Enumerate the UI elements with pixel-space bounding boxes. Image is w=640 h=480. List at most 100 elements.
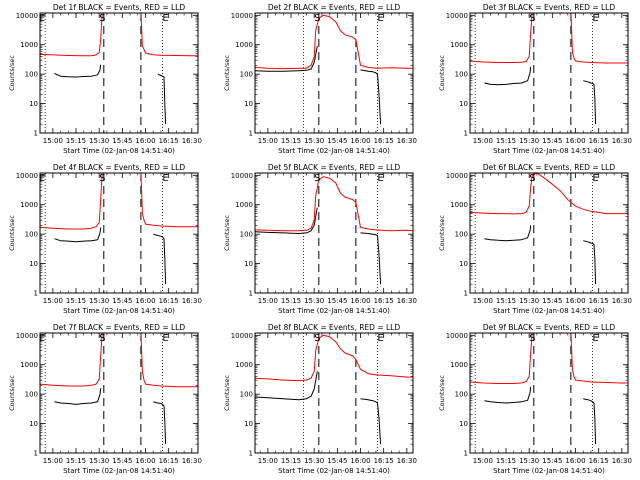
y-tick-label: 10000 — [231, 332, 253, 340]
y-tick-label: 1000 — [450, 41, 468, 49]
x-tick-label: 16:15 — [159, 297, 179, 305]
lld-series-line — [140, 13, 198, 57]
event-marker-label: S — [99, 13, 105, 24]
x-tick-label: 15:00 — [43, 457, 63, 465]
x-tick-label: 15:45 — [112, 457, 132, 465]
x-axis-label: Start Time (02-Jan-08 14:51:40) — [493, 467, 605, 475]
lld-series-line — [470, 173, 628, 215]
events-series-line — [360, 398, 382, 445]
x-tick-label: 16:00 — [565, 457, 585, 465]
y-axis-label: Counts/sec — [8, 215, 16, 251]
events-series-line — [153, 233, 167, 285]
panel-title: Det 5f BLACK = Events, RED = LLD — [268, 163, 401, 172]
y-tick-label: 10 — [459, 420, 468, 428]
y-tick-label: 10000 — [231, 172, 253, 180]
y-tick-label: 1 — [464, 130, 468, 138]
events-series-line — [255, 207, 318, 234]
y-tick-label: 100 — [25, 231, 38, 239]
x-tick-label: 16:00 — [350, 297, 370, 305]
events-series-line — [484, 386, 532, 404]
y-tick-label: 100 — [240, 231, 253, 239]
panel-frame — [39, 172, 199, 294]
events-series-line — [54, 227, 102, 243]
lld-series-line — [40, 13, 103, 57]
panel-title: Det 6f BLACK = Events, RED = LLD — [483, 163, 616, 172]
lld-series-line — [255, 176, 413, 232]
y-tick-label: 10 — [244, 100, 253, 108]
x-tick-label: 15:00 — [473, 297, 493, 305]
x-tick-label: 16:15 — [374, 457, 394, 465]
x-tick-label: 15:00 — [43, 297, 63, 305]
events-series-line — [484, 66, 532, 86]
x-tick-label: 15:00 — [258, 297, 278, 305]
event-marker-label: S — [529, 173, 535, 184]
x-tick-label: 16:30 — [182, 457, 202, 465]
plot-area — [255, 13, 413, 133]
y-tick-label: 1000 — [20, 201, 38, 209]
x-tick-label: 15:30 — [89, 457, 109, 465]
x-tick-label: 16:15 — [589, 137, 609, 145]
panel-frame — [254, 12, 414, 134]
events-series-line — [54, 388, 102, 405]
y-tick-label: 10 — [29, 260, 38, 268]
x-tick-label: 15:15 — [281, 457, 301, 465]
x-axis-label: Start Time (02-Jan-08 14:51:40) — [63, 467, 175, 475]
panel-frame — [254, 332, 414, 454]
lld-series-line — [140, 173, 198, 228]
events-series-line — [54, 64, 102, 78]
x-axis-label: Start Time (02-Jan-08 14:51:40) — [63, 307, 175, 315]
x-tick-label: 15:00 — [473, 457, 493, 465]
y-tick-label: 1 — [249, 290, 253, 298]
x-axis-label: Start Time (02-Jan-08 14:51:40) — [63, 147, 175, 155]
panel-title: Det 2f BLACK = Events, RED = LLD — [268, 3, 401, 12]
y-tick-label: 10 — [459, 260, 468, 268]
panel-title: Det 8f BLACK = Events, RED = LLD — [268, 323, 401, 332]
lld-series-line — [470, 13, 533, 63]
events-series-line — [360, 69, 382, 125]
panel-frame — [39, 12, 199, 134]
y-tick-label: 10000 — [16, 172, 38, 180]
y-tick-label: 10000 — [16, 332, 38, 340]
detector-panel: Det 7f BLACK = Events, RED = LLD Counts/s… — [8, 323, 202, 475]
x-tick-label: 15:15 — [496, 137, 516, 145]
event-marker-label: E — [162, 333, 168, 344]
plot-area — [470, 333, 628, 453]
y-tick-label: 100 — [455, 231, 468, 239]
x-tick-label: 16:30 — [612, 297, 632, 305]
detector-panel: Det 5f BLACK = Events, RED = LLD Counts/s… — [223, 163, 417, 315]
detector-panel: Det 9f BLACK = Events, RED = LLD Counts/s… — [438, 323, 632, 475]
x-axis-label: Start Time (02-Jan-08 14:51:40) — [278, 147, 390, 155]
event-marker-label: S — [314, 333, 320, 344]
x-axis-label: Start Time (02-Jan-08 14:51:40) — [493, 307, 605, 315]
y-tick-label: 1000 — [235, 201, 253, 209]
x-tick-label: 15:30 — [89, 137, 109, 145]
plot-area — [470, 173, 628, 293]
y-tick-label: 10 — [244, 420, 253, 428]
events-series-line — [153, 401, 167, 445]
x-tick-label: 16:30 — [612, 137, 632, 145]
plot-area — [40, 173, 198, 293]
events-series-line — [583, 240, 597, 285]
events-series-line — [360, 232, 382, 285]
x-tick-label: 15:45 — [542, 457, 562, 465]
y-tick-label: 10000 — [446, 12, 468, 20]
lld-series-line — [140, 333, 198, 388]
x-tick-label: 15:30 — [304, 137, 324, 145]
events-series-line — [157, 73, 167, 125]
panel-title: Det 3f BLACK = Events, RED = LLD — [483, 3, 616, 12]
y-axis-label: Counts/sec — [223, 375, 231, 411]
panel-frame — [469, 172, 629, 294]
event-marker-label: E — [39, 13, 45, 24]
x-tick-label: 16:15 — [159, 457, 179, 465]
x-tick-label: 15:45 — [542, 297, 562, 305]
x-tick-label: 15:30 — [519, 297, 539, 305]
lld-series-line — [255, 14, 413, 70]
y-tick-label: 1 — [464, 450, 468, 458]
x-tick-label: 16:30 — [182, 137, 202, 145]
x-tick-label: 16:15 — [159, 137, 179, 145]
y-tick-label: 10000 — [231, 12, 253, 20]
x-tick-label: 15:30 — [89, 297, 109, 305]
x-tick-label: 15:00 — [258, 137, 278, 145]
events-series-line — [255, 371, 318, 401]
